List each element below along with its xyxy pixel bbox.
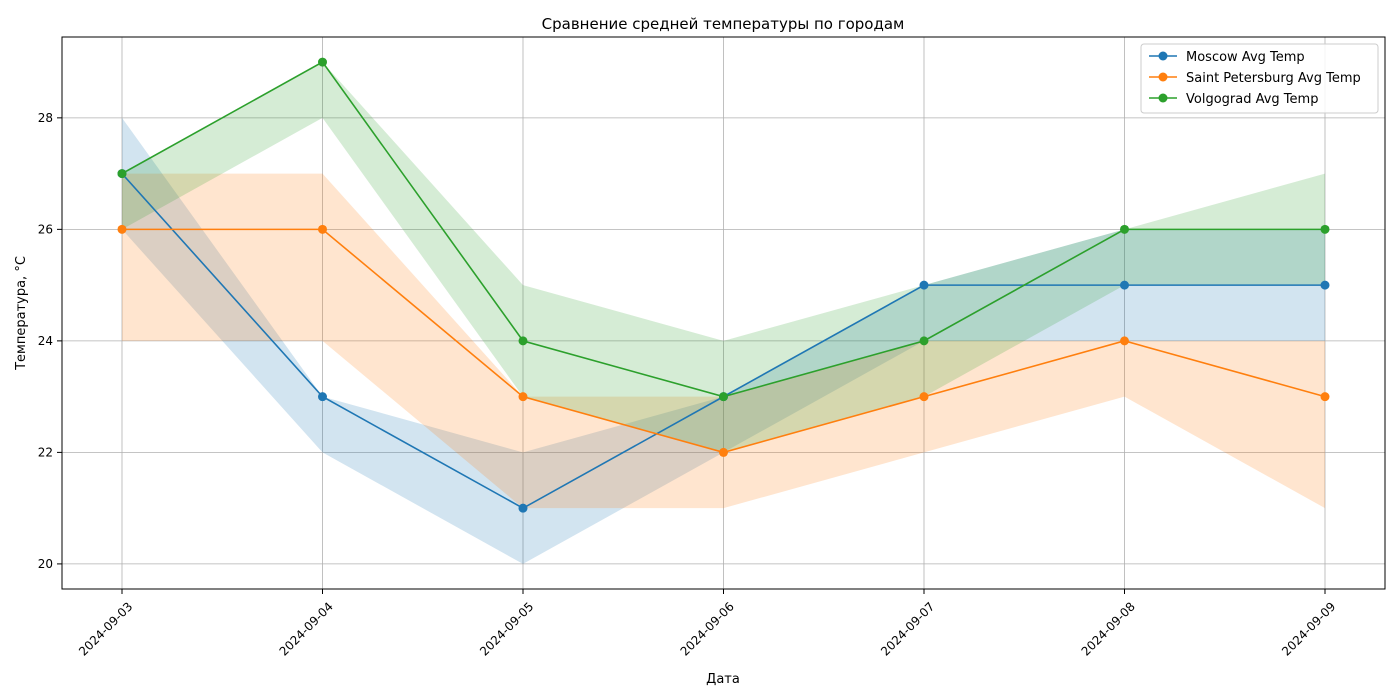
band-saint-petersburg-avg-temp <box>122 173 1325 509</box>
chart-title: Сравнение средней температуры по городам <box>542 15 905 33</box>
y-tick-label: 22 <box>38 445 53 459</box>
legend-label: Saint Petersburg Avg Temp <box>1186 71 1361 86</box>
x-tick-label: 2024-09-07 <box>878 599 937 658</box>
x-axis-ticks: 2024-09-03 2024-09-04 2024-09-05 2024-09-06… <box>76 589 1338 659</box>
x-tick-label: 2024-09-05 <box>477 599 536 658</box>
point-volgograd-avg-temp <box>518 336 528 346</box>
y-tick-label: 20 <box>38 557 53 571</box>
y-tick-label: 24 <box>38 334 53 348</box>
y-axis-ticks: 20 22 24 26 28 <box>38 111 62 571</box>
legend-marker <box>1158 72 1168 82</box>
series-points <box>117 57 1330 513</box>
legend-marker <box>1158 51 1168 61</box>
point-saint-petersburg-avg-temp <box>919 392 929 402</box>
point-moscow-avg-temp <box>518 503 528 513</box>
band-volgograd-avg-temp <box>122 62 1325 453</box>
point-volgograd-avg-temp <box>117 169 127 179</box>
y-axis-label: Температура, °C <box>14 256 29 371</box>
x-tick-label: 2024-09-03 <box>76 599 135 658</box>
point-saint-petersburg-avg-temp <box>1320 392 1330 402</box>
legend: Moscow Avg Temp Saint Petersburg Avg Temp… <box>1140 43 1379 114</box>
point-volgograd-avg-temp <box>1320 224 1330 234</box>
x-tick-label: 2024-09-08 <box>1079 599 1138 658</box>
point-saint-petersburg-avg-temp <box>318 224 327 234</box>
legend-marker <box>1158 93 1168 103</box>
x-tick-label: 2024-09-09 <box>1279 599 1338 658</box>
point-moscow-avg-temp <box>1320 280 1330 290</box>
legend-frame <box>1140 43 1379 114</box>
point-saint-petersburg-avg-temp <box>1120 336 1129 346</box>
point-moscow-avg-temp <box>1120 280 1129 290</box>
point-saint-petersburg-avg-temp <box>719 447 728 457</box>
point-volgograd-avg-temp <box>919 336 929 346</box>
point-moscow-avg-temp <box>318 392 327 402</box>
point-volgograd-avg-temp <box>719 392 728 402</box>
point-saint-petersburg-avg-temp <box>518 392 528 402</box>
point-moscow-avg-temp <box>919 280 929 290</box>
x-tick-label: 2024-09-04 <box>277 599 336 658</box>
x-axis-label: Дата <box>706 672 740 687</box>
legend-label: Moscow Avg Temp <box>1186 50 1305 65</box>
x-tick-label: 2024-09-06 <box>678 599 737 658</box>
point-saint-petersburg-avg-temp <box>117 224 127 234</box>
y-tick-label: 26 <box>38 222 53 236</box>
point-volgograd-avg-temp <box>1120 224 1129 234</box>
y-tick-label: 28 <box>38 111 53 125</box>
point-volgograd-avg-temp <box>318 57 327 67</box>
legend-label: Volgograd Avg Temp <box>1186 92 1318 107</box>
